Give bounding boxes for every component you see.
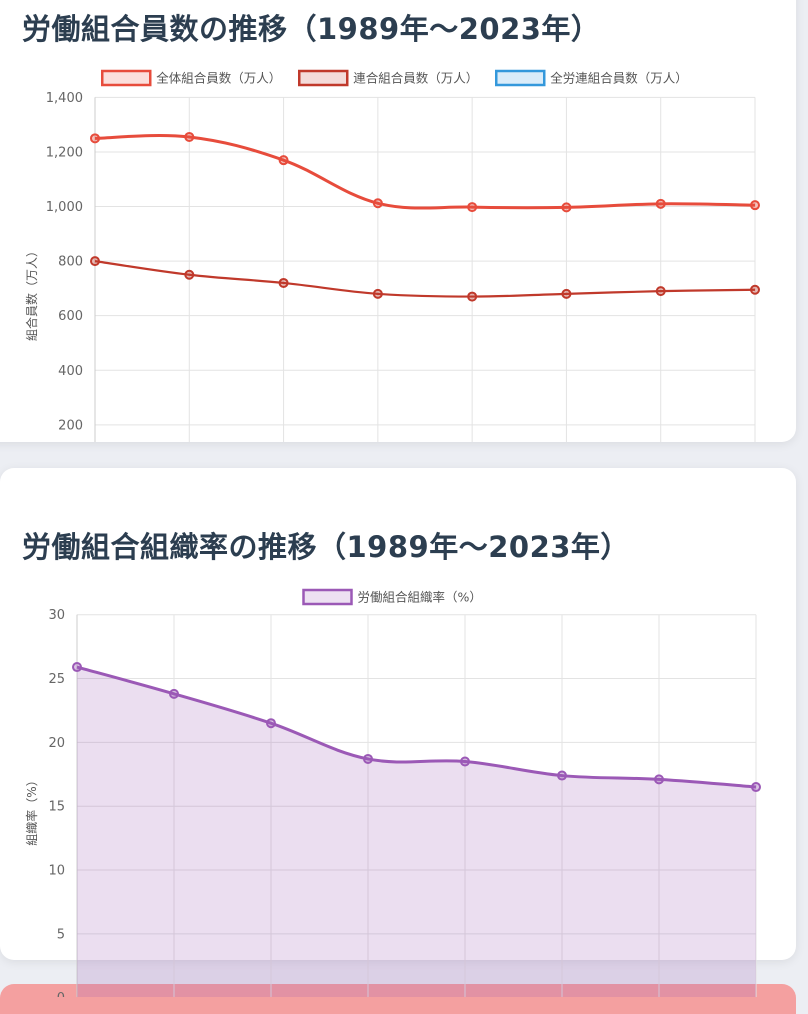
legend-label[interactable]: 労働組合組織率（%） bbox=[358, 590, 482, 605]
y-tick-label: 800 bbox=[58, 255, 83, 270]
y-tick-label: 200 bbox=[58, 418, 83, 433]
data-point[interactable] bbox=[467, 291, 478, 302]
data-point[interactable] bbox=[654, 774, 664, 785]
data-point[interactable] bbox=[278, 155, 289, 166]
data-point[interactable] bbox=[372, 288, 383, 299]
data-point[interactable] bbox=[561, 288, 572, 299]
series-area-fill bbox=[77, 667, 756, 997]
legend: 労働組合組織率（%） bbox=[302, 588, 482, 606]
y-tick-label: 600 bbox=[58, 309, 83, 324]
y-tick-label: 0 bbox=[57, 991, 65, 1006]
series-line bbox=[94, 260, 756, 298]
legend-label[interactable]: 全労連組合員数（万人） bbox=[550, 71, 688, 86]
legend-swatch[interactable] bbox=[302, 588, 353, 606]
data-point[interactable] bbox=[184, 131, 195, 142]
y-tick-label: 400 bbox=[58, 364, 83, 379]
data-point[interactable] bbox=[72, 662, 82, 673]
legend-swatch[interactable] bbox=[101, 69, 152, 87]
y-tick-label: 15 bbox=[48, 800, 65, 815]
data-point[interactable] bbox=[363, 753, 373, 764]
legend-label[interactable]: 全体組合員数（万人） bbox=[156, 71, 281, 86]
plot-area: 0 5 10 15 20 25 30 bbox=[48, 608, 761, 1006]
legend: 全体組合員数（万人） 連合組合員数（万人） 全労連組合員数（万人） bbox=[101, 69, 688, 87]
data-point[interactable] bbox=[750, 284, 760, 295]
data-point[interactable] bbox=[184, 269, 195, 280]
legend-label[interactable]: 連合組合員数（万人） bbox=[353, 71, 478, 86]
data-point[interactable] bbox=[655, 198, 666, 209]
y-tick-label: 30 bbox=[48, 608, 65, 623]
y-tick-label: 5 bbox=[57, 927, 65, 942]
series-line bbox=[94, 133, 756, 210]
data-point[interactable] bbox=[169, 688, 179, 699]
y-tick-label: 10 bbox=[48, 864, 65, 879]
data-point[interactable] bbox=[278, 277, 289, 288]
data-point[interactable] bbox=[90, 256, 100, 267]
organization-rate-chart-card bbox=[0, 468, 796, 960]
data-point[interactable] bbox=[750, 200, 760, 211]
data-point[interactable] bbox=[557, 770, 567, 781]
legend-swatch[interactable] bbox=[298, 69, 349, 87]
y-tick-label: 1,200 bbox=[46, 145, 83, 160]
membership-line-chart: 200 400 600 800 1,000 1,200 1,400 組合員数（万人） 全体組合員… bbox=[24, 69, 760, 442]
data-point[interactable] bbox=[467, 202, 478, 213]
membership-chart-card bbox=[0, 0, 796, 442]
legend-swatch[interactable] bbox=[495, 69, 546, 87]
y-axis-title: 組織率（%） bbox=[24, 774, 39, 845]
y-tick-label: 25 bbox=[48, 672, 65, 687]
organization-rate-chart-title: 労働組合組織率の推移（1989年～2023年） bbox=[22, 530, 630, 564]
y-tick-label: 1,000 bbox=[46, 200, 83, 215]
y-tick-label: 20 bbox=[48, 736, 65, 751]
y-axis-title: 組合員数（万人） bbox=[24, 245, 39, 341]
data-point[interactable] bbox=[372, 198, 383, 209]
membership-chart-title: 労働組合員数の推移（1989年～2023年） bbox=[22, 12, 601, 46]
data-point[interactable] bbox=[460, 756, 470, 767]
y-tick-label: 1,400 bbox=[46, 91, 83, 106]
data-point[interactable] bbox=[90, 133, 100, 144]
data-point[interactable] bbox=[266, 718, 276, 729]
plot-area: 200 400 600 800 1,000 1,200 1,400 bbox=[46, 91, 760, 442]
data-point[interactable] bbox=[561, 202, 572, 213]
data-point[interactable] bbox=[751, 782, 761, 793]
data-point[interactable] bbox=[655, 286, 666, 297]
